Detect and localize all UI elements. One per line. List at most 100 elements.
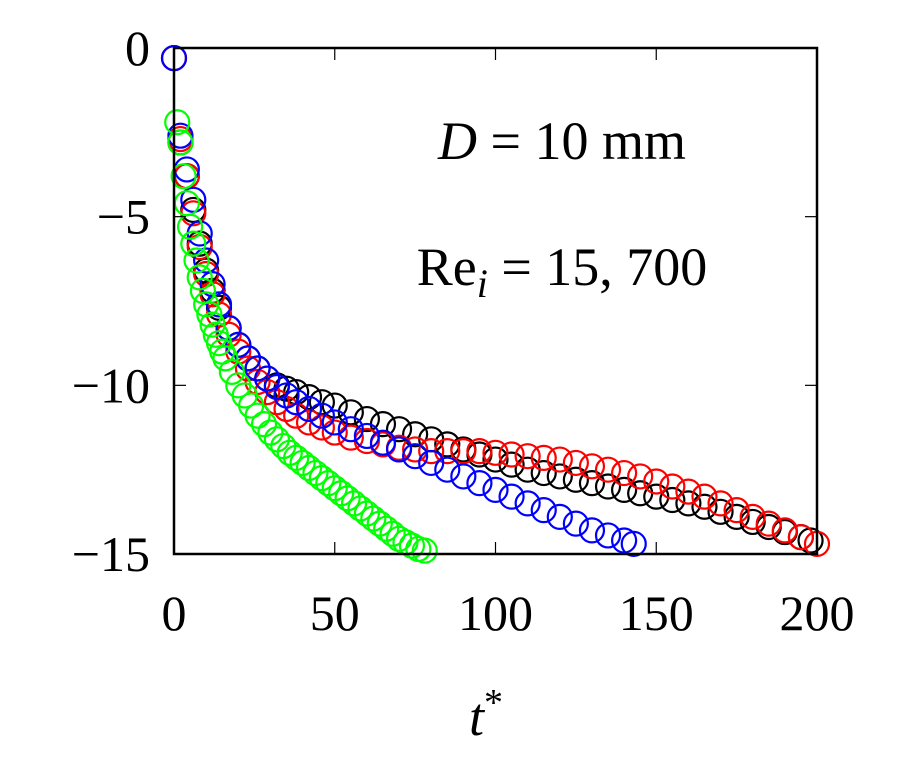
data-point [562,466,589,493]
data-point [398,532,426,559]
data-point [771,517,798,544]
data-point [562,510,589,537]
data-point [594,456,622,483]
data-point [167,122,194,149]
data-point [180,186,207,213]
data-point [180,230,207,257]
data-point [675,490,702,517]
data-point [186,264,213,291]
data-point [257,419,284,446]
data-point [434,456,461,483]
data-point [337,399,364,426]
data-point [263,426,290,453]
series-3 [164,109,438,564]
data-point [193,291,220,318]
data-point [321,419,348,446]
y-tick-label: −5 [97,189,150,245]
data-point [321,409,348,436]
data-point [450,463,477,490]
data-point [411,537,438,564]
data-point [739,503,766,530]
data-point [530,497,557,524]
data-point [234,345,262,372]
data-point [402,443,429,470]
data-point [308,402,335,429]
data-point [164,109,191,136]
series-2 [160,45,647,557]
data-point [295,384,323,411]
data-point [514,443,541,470]
data-point [482,439,509,466]
x-tick-label: 50 [310,585,360,641]
annotation-diameter-var: D [437,111,477,171]
data-point [755,510,782,537]
data-point [295,409,323,436]
y-tick-label: −15 [72,526,150,582]
data-point [308,389,335,416]
data-point [530,444,557,471]
data-point [176,213,204,240]
data-point [610,459,638,487]
data-point [295,395,323,423]
data-point [402,436,429,463]
data-point [498,483,525,510]
data-point [199,311,226,338]
data-point [620,530,647,557]
annotation-reynolds-sub: i [477,261,488,306]
data-point [610,476,638,504]
data-point [594,522,622,549]
data-point [562,449,589,477]
data-point [659,486,686,514]
data-point [337,424,364,451]
data-point [546,463,573,490]
data-point [244,402,271,429]
data-point [578,470,606,497]
data-markers [160,45,831,564]
data-point [659,473,686,500]
x-axis-label-sup: * [484,682,503,724]
data-point [283,389,310,416]
data-point [466,438,493,465]
data-point [530,459,557,487]
data-point [450,438,477,465]
data-point [498,441,525,468]
x-axis-label: t* [469,682,503,747]
data-point [385,416,413,443]
data-point [369,429,397,456]
y-tick-label: 0 [125,20,150,76]
data-point [578,517,606,544]
data-point [379,520,406,547]
data-point [196,301,223,328]
data-point [170,163,197,190]
data-point [546,446,573,473]
annotation-reynolds-value: = 15, 700 [488,237,707,297]
data-point [434,431,461,458]
annotation-diameter-value: = 10 mm [477,111,686,171]
data-point [675,478,702,505]
data-point [167,129,194,156]
data-point [353,422,380,450]
data-point [212,345,239,372]
data-point [514,490,541,517]
x-tick-label: 150 [619,585,694,641]
annotation-diameter: D = 10 mm [437,111,686,171]
data-point [418,438,445,465]
data-point [215,314,242,342]
data-point [418,449,445,477]
data-point [337,416,364,443]
data-point [189,277,217,304]
data-point [787,524,815,551]
data-point [402,421,429,448]
data-point [254,365,281,392]
data-point [643,468,670,495]
data-point [723,503,750,530]
data-point [691,483,718,510]
data-point [263,373,290,401]
data-point [308,414,335,441]
x-tick-label: 100 [458,585,533,641]
x-tick-label: 0 [162,585,187,641]
tick-labels: 0 50 100 150 200 0 −5 −10 −15 [72,20,855,641]
data-point [353,405,380,433]
data-point [707,498,734,525]
